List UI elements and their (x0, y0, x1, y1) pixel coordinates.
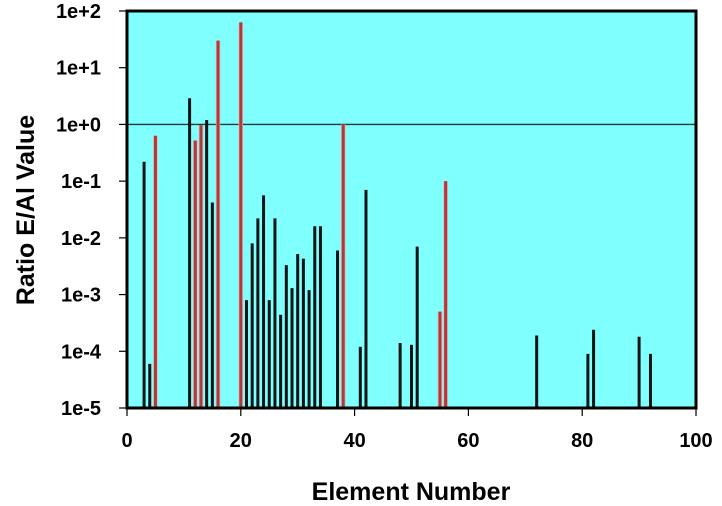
plot-border (125, 9, 698, 410)
y-tick-label: 1e-4 (61, 341, 102, 363)
y-axis-title: Ratio E/Al Value (12, 115, 40, 305)
x-tick-label: 20 (230, 430, 252, 452)
x-axis-title: Element Number (312, 478, 511, 506)
x-tick-label: 60 (457, 430, 479, 452)
y-tick-label: 1e-1 (61, 171, 101, 193)
x-tick-label: 80 (571, 430, 593, 452)
y-axis: 1e-5 1e-4 1e-3 1e-2 1e-1 1e+0 1e+1 1e+2 (56, 1, 127, 420)
x-axis: 0 20 40 60 80 100 (121, 408, 713, 452)
y-tick-label: 1e-2 (61, 228, 101, 250)
x-tick-label: 40 (343, 430, 365, 452)
bars (142, 22, 652, 408)
y-tick-label: 1e+1 (56, 58, 101, 80)
y-tick-label: 1e+0 (56, 114, 101, 136)
x-tick-label: 0 (121, 430, 132, 452)
y-tick-label: 1e-3 (61, 285, 101, 307)
y-tick-label: 1e+2 (56, 1, 101, 23)
y-tick-label: 1e-5 (61, 398, 101, 420)
x-tick-label: 100 (679, 430, 712, 452)
plot-area (127, 11, 696, 408)
